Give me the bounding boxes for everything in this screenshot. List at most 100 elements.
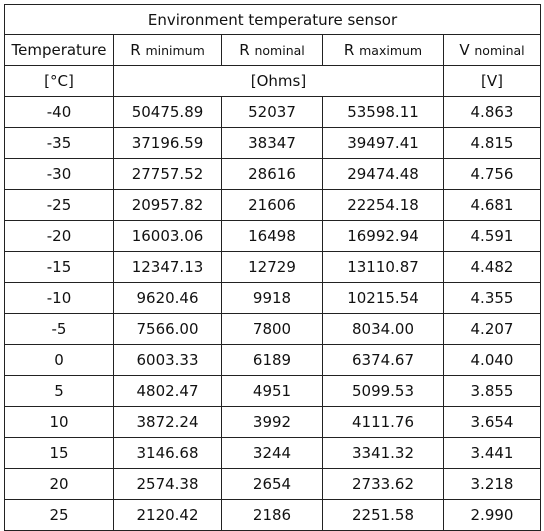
- header-v-nominal-sub: nominal: [474, 43, 525, 58]
- sensor-table: Environment temperature sensor Temperatu…: [4, 4, 541, 531]
- header-r-minimum-main: R: [130, 41, 141, 59]
- cell-r-nominal: 38347: [221, 127, 323, 159]
- cell-r-minimum: 4802.47: [113, 375, 222, 407]
- cell-r-minimum: 12347.13: [113, 251, 222, 283]
- table-row: -10 9620.46 9918 10215.54 4.355: [4, 282, 541, 314]
- cell-temperature: -5: [4, 313, 114, 345]
- cell-v-nominal: 4.040: [443, 344, 541, 376]
- cell-r-minimum: 3146.68: [113, 437, 222, 469]
- cell-r-maximum: 8034.00: [322, 313, 444, 345]
- cell-temperature: 15: [4, 437, 114, 469]
- table-row: -25 20957.82 21606 22254.18 4.681: [4, 189, 541, 221]
- header-v-nominal: V nominal: [443, 34, 541, 66]
- table-row: 5 4802.47 4951 5099.53 3.855: [4, 375, 541, 407]
- cell-v-nominal: 3.654: [443, 406, 541, 438]
- cell-temperature: -10: [4, 282, 114, 314]
- cell-v-nominal: 4.863: [443, 96, 541, 128]
- cell-temperature: -15: [4, 251, 114, 283]
- table-title: Environment temperature sensor: [4, 4, 541, 35]
- cell-temperature: -20: [4, 220, 114, 252]
- header-r-nominal-main: R: [239, 41, 250, 59]
- cell-v-nominal: 4.482: [443, 251, 541, 283]
- table-row: 20 2574.38 2654 2733.62 3.218: [4, 468, 541, 500]
- cell-temperature: -35: [4, 127, 114, 159]
- sensor-table-container: Environment temperature sensor Temperatu…: [4, 4, 541, 531]
- cell-r-maximum: 16992.94: [322, 220, 444, 252]
- cell-v-nominal: 4.591: [443, 220, 541, 252]
- cell-r-nominal: 16498: [221, 220, 323, 252]
- table-row: -15 12347.13 12729 13110.87 4.482: [4, 251, 541, 283]
- cell-r-nominal: 9918: [221, 282, 323, 314]
- cell-r-nominal: 52037: [221, 96, 323, 128]
- table-row: 15 3146.68 3244 3341.32 3.441: [4, 437, 541, 469]
- cell-r-nominal: 7800: [221, 313, 323, 345]
- cell-temperature: 0: [4, 344, 114, 376]
- cell-r-minimum: 2574.38: [113, 468, 222, 500]
- header-v-nominal-main: V: [459, 41, 470, 59]
- cell-r-maximum: 2733.62: [322, 468, 444, 500]
- header-r-nominal-sub: nominal: [254, 43, 305, 58]
- cell-v-nominal: 4.815: [443, 127, 541, 159]
- cell-r-maximum: 3341.32: [322, 437, 444, 469]
- cell-temperature: 5: [4, 375, 114, 407]
- cell-r-nominal: 3992: [221, 406, 323, 438]
- cell-temperature: 20: [4, 468, 114, 500]
- cell-r-nominal: 28616: [221, 158, 323, 190]
- cell-temperature: 10: [4, 406, 114, 438]
- header-r-maximum-main: R: [343, 41, 355, 59]
- cell-v-nominal: 4.207: [443, 313, 541, 345]
- cell-r-minimum: 9620.46: [113, 282, 222, 314]
- cell-r-maximum: 29474.48: [322, 158, 444, 190]
- cell-r-minimum: 3872.24: [113, 406, 222, 438]
- cell-v-nominal: 4.355: [443, 282, 541, 314]
- cell-r-minimum: 2120.42: [113, 499, 222, 531]
- cell-r-maximum: 5099.53: [322, 375, 444, 407]
- cell-r-minimum: 16003.06: [113, 220, 222, 252]
- table-row: 0 6003.33 6189 6374.67 4.040: [4, 344, 541, 376]
- cell-r-maximum: 6374.67: [322, 344, 444, 376]
- cell-r-nominal: 3244: [221, 437, 323, 469]
- table-row: 10 3872.24 3992 4111.76 3.654: [4, 406, 541, 438]
- cell-r-nominal: 4951: [221, 375, 323, 407]
- cell-r-nominal: 21606: [221, 189, 323, 221]
- unit-voltage: [V]: [443, 65, 541, 97]
- header-r-nominal: R nominal: [221, 34, 323, 66]
- cell-temperature: -25: [4, 189, 114, 221]
- cell-v-nominal: 2.990: [443, 499, 541, 531]
- cell-r-minimum: 50475.89: [113, 96, 222, 128]
- cell-r-maximum: 39497.41: [322, 127, 444, 159]
- header-r-minimum-sub: minimum: [145, 43, 205, 58]
- cell-v-nominal: 3.441: [443, 437, 541, 469]
- cell-r-maximum: 13110.87: [322, 251, 444, 283]
- header-temperature: Temperature: [4, 34, 114, 66]
- cell-r-minimum: 6003.33: [113, 344, 222, 376]
- unit-resistance: [Ohms]: [113, 65, 444, 97]
- table-row: 25 2120.42 2186 2251.58 2.990: [4, 499, 541, 531]
- cell-v-nominal: 3.855: [443, 375, 541, 407]
- cell-r-nominal: 6189: [221, 344, 323, 376]
- units-row: [°C] [Ohms] [V]: [4, 65, 541, 97]
- cell-r-minimum: 20957.82: [113, 189, 222, 221]
- cell-v-nominal: 3.218: [443, 468, 541, 500]
- cell-r-maximum: 4111.76: [322, 406, 444, 438]
- cell-r-minimum: 27757.52: [113, 158, 222, 190]
- cell-r-maximum: 22254.18: [322, 189, 444, 221]
- header-r-maximum: R maximum: [322, 34, 444, 66]
- cell-r-minimum: 37196.59: [113, 127, 222, 159]
- cell-r-nominal: 12729: [221, 251, 323, 283]
- cell-r-maximum: 2251.58: [322, 499, 444, 531]
- cell-temperature: -40: [4, 96, 114, 128]
- table-row: -5 7566.00 7800 8034.00 4.207: [4, 313, 541, 345]
- cell-temperature: -30: [4, 158, 114, 190]
- cell-r-maximum: 53598.11: [322, 96, 444, 128]
- cell-temperature: 25: [4, 499, 114, 531]
- header-temperature-label: Temperature: [11, 41, 107, 59]
- table-row: -35 37196.59 38347 39497.41 4.815: [4, 127, 541, 159]
- cell-v-nominal: 4.756: [443, 158, 541, 190]
- table-row: -40 50475.89 52037 53598.11 4.863: [4, 96, 541, 128]
- header-row: Temperature R minimum R nominal R maximu…: [4, 34, 541, 66]
- cell-r-minimum: 7566.00: [113, 313, 222, 345]
- cell-r-nominal: 2654: [221, 468, 323, 500]
- unit-temperature: [°C]: [4, 65, 114, 97]
- title-row: Environment temperature sensor: [4, 4, 541, 35]
